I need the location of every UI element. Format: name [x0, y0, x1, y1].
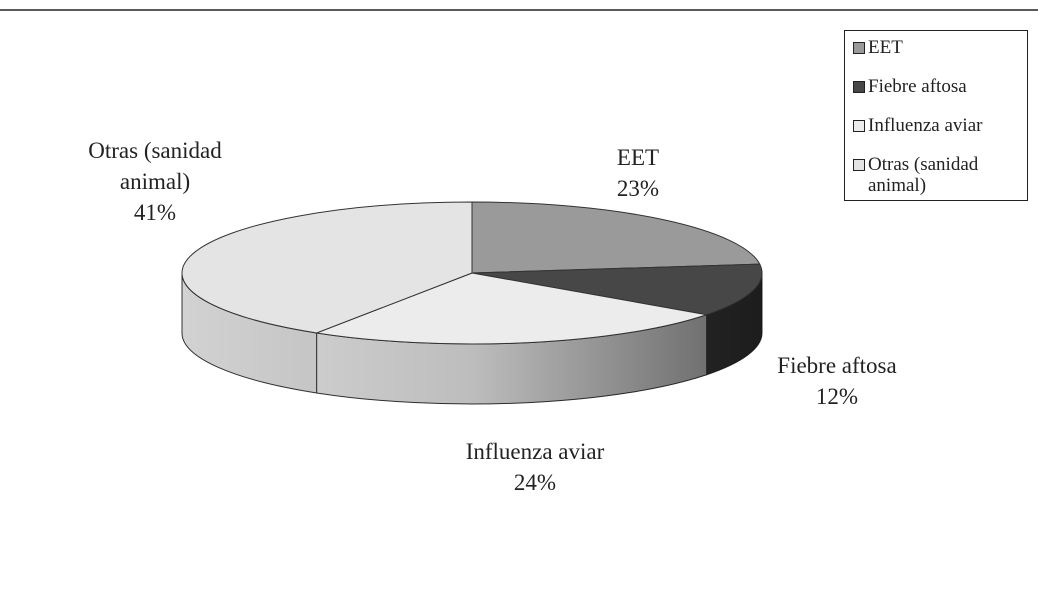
- legend-item: Fiebre aftosa: [845, 76, 1027, 97]
- legend-item: Influenza aviar: [845, 115, 1027, 136]
- slice: [314, 272, 707, 345]
- label-value: 23%: [616, 176, 660, 201]
- label-category: EET: [616, 145, 660, 170]
- label-category: Otras (sanidad animal): [88, 138, 222, 194]
- legend-swatch: [853, 81, 865, 93]
- label-value: 12%: [815, 384, 859, 409]
- data-label: Otras (sanidad animal) 41%: [55, 135, 255, 228]
- legend-swatch: [853, 159, 865, 171]
- label-value: 24%: [513, 470, 557, 495]
- slice: [181, 201, 473, 334]
- side-shade: [316, 314, 707, 405]
- label-category: Influenza aviar: [465, 439, 605, 464]
- data-label: EET 23%: [538, 142, 738, 204]
- legend-swatch: [853, 42, 865, 54]
- side-shade: [706, 273, 762, 375]
- legend-item: Otras (sanidad animal): [845, 154, 1027, 196]
- label-category: Fiebre aftosa: [777, 353, 897, 378]
- legend-label: EET: [868, 37, 903, 58]
- legend: EET Fiebre aftosa Influenza aviar Otras (sa…: [844, 30, 1028, 201]
- legend-label: Fiebre aftosa: [868, 76, 967, 97]
- legend-label: Influenza aviar: [868, 115, 983, 136]
- data-label: Fiebre aftosa 12%: [737, 350, 937, 412]
- label-value: 41%: [133, 200, 177, 225]
- slice: [471, 263, 763, 316]
- slice: [471, 201, 761, 274]
- side-shade: [182, 273, 317, 393]
- legend-label: Otras (sanidad animal): [868, 154, 979, 196]
- legend-item: EET: [845, 37, 1027, 58]
- data-label: Influenza aviar 24%: [435, 436, 635, 498]
- legend-swatch: [853, 120, 865, 132]
